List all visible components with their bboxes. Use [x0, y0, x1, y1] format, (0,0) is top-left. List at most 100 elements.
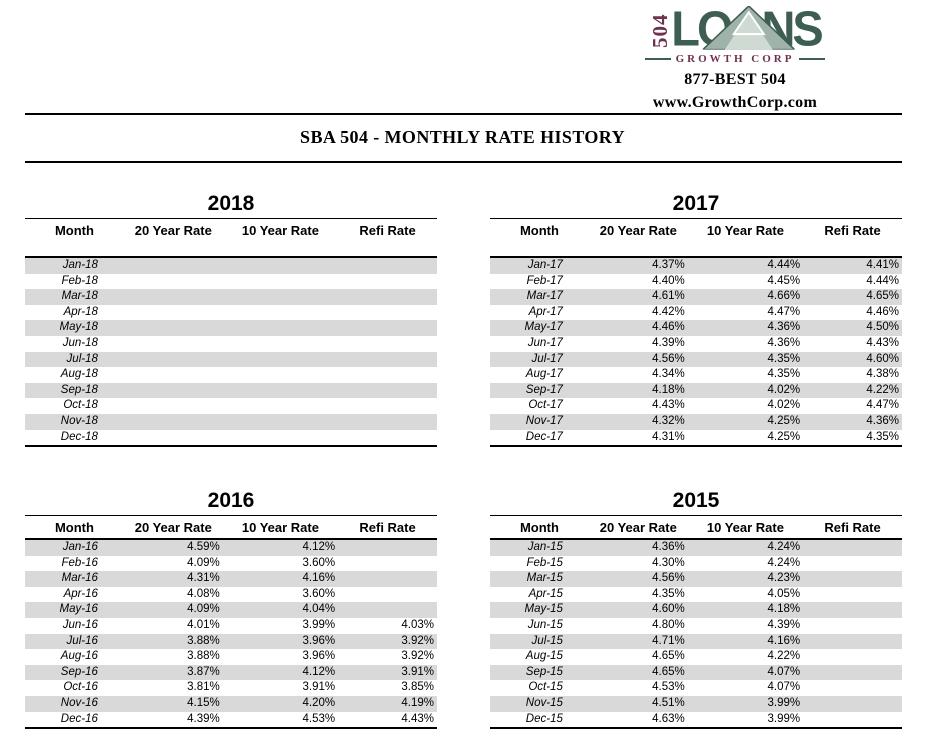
rate-cell: 3.88%	[187, 634, 220, 647]
table-body: Jan-16 4.59% 4.12% Feb-16 4.09% 3.60% Mar-16 4.…	[25, 539, 437, 728]
year-title: 2015	[490, 489, 902, 516]
rate-cell	[803, 634, 902, 650]
col-header-20yr: 20 Year Rate	[123, 219, 223, 258]
rate-cell: 4.31%	[187, 572, 220, 585]
rate-cell	[124, 336, 223, 352]
rate-cell: 4.50%	[866, 321, 899, 334]
month-cell: Sep-15	[525, 665, 563, 678]
year-title: 2018	[25, 192, 437, 219]
rate-cell: 4.32%	[652, 414, 685, 427]
table-row: May-15 4.60% 4.18%	[490, 602, 902, 618]
rate-cell	[803, 587, 902, 603]
table-row: Aug-18	[25, 367, 437, 383]
rate-cell	[223, 383, 338, 399]
rate-cell	[803, 602, 902, 618]
month-cell: Jul-15	[531, 634, 563, 647]
phone-number: 877-BEST 504	[684, 71, 786, 88]
table-row: Apr-17 4.42% 4.47% 4.46%	[490, 305, 902, 321]
logo-growth-corp-text: GROWTH CORP	[675, 53, 795, 65]
rate-cell: 4.65%	[866, 290, 899, 303]
rate-cell	[124, 414, 223, 430]
rate-cell	[223, 336, 338, 352]
month-cell: Oct-17	[528, 399, 563, 412]
rate-cell	[124, 289, 223, 305]
rate-cell: 4.16%	[767, 634, 801, 647]
rate-cell: 4.47%	[767, 305, 801, 318]
month-cell: Jan-17	[527, 259, 563, 271]
rate-cell: 3.60%	[302, 587, 336, 600]
month-cell: Mar-18	[61, 290, 98, 303]
rate-cell: 4.38%	[866, 368, 899, 381]
col-header-10yr: 10 Year Rate	[222, 516, 339, 540]
rate-cell	[338, 571, 437, 587]
logo: 504 LOANS	[575, 4, 895, 56]
rate-cell: 4.16%	[302, 572, 336, 585]
month-cell: Dec-18	[60, 430, 98, 443]
col-header-refi: Refi Rate	[338, 219, 437, 258]
page-title: SBA 504 - MONTHLY RATE HISTORY	[300, 127, 625, 147]
rate-cell	[338, 274, 437, 290]
rate-cell	[803, 618, 902, 634]
table-body: Jan-18 Feb-18 Mar-18 Apr-18 May-18 Jun-18 Jul-…	[25, 257, 437, 446]
rate-cell: 4.59%	[187, 541, 220, 553]
rate-cell	[338, 430, 437, 447]
rate-cell	[338, 383, 437, 399]
month-cell: Dec-16	[60, 712, 98, 725]
rate-cell: 3.60%	[302, 556, 336, 569]
rate-cell	[223, 398, 338, 414]
rate-cell	[803, 696, 902, 712]
rate-cell	[338, 352, 437, 368]
rate-cell: 4.46%	[652, 321, 685, 334]
rate-cell: 4.25%	[767, 430, 801, 443]
rate-cell: 4.45%	[767, 274, 801, 287]
rate-cell	[338, 587, 437, 603]
rate-cell: 4.08%	[187, 587, 220, 600]
rate-cell	[124, 383, 223, 399]
month-cell: Apr-16	[63, 587, 98, 600]
table-row: Apr-15 4.35% 4.05%	[490, 587, 902, 603]
table-row: Apr-16 4.08% 3.60%	[25, 587, 437, 603]
rate-cell: 4.24%	[767, 556, 801, 569]
rate-cell: 4.30%	[652, 556, 685, 569]
rate-cell: 4.56%	[652, 572, 685, 585]
table-row: Jun-18	[25, 336, 437, 352]
month-cell: Nov-16	[60, 696, 98, 709]
table-row: Oct-16 3.81% 3.91% 3.85%	[25, 680, 437, 696]
rate-cell: 4.46%	[866, 305, 899, 318]
rate-cell	[338, 398, 437, 414]
year-title: 2016	[25, 489, 437, 516]
rate-cell: 4.44%	[866, 274, 899, 287]
rate-cell: 4.65%	[652, 665, 685, 678]
table-body: Jan-17 4.37% 4.44% 4.41% Feb-17 4.40% 4.45% 4.4…	[490, 257, 902, 446]
month-cell: Mar-15	[526, 572, 563, 585]
rate-cell: 4.01%	[187, 618, 220, 631]
rate-cell	[803, 680, 902, 696]
rate-cell: 4.41%	[866, 259, 899, 271]
rate-cell: 4.65%	[652, 650, 685, 663]
rate-cell	[124, 398, 223, 414]
rate-cell: 4.07%	[767, 681, 801, 694]
rate-cell	[803, 712, 902, 729]
rate-cell: 3.92%	[401, 634, 434, 647]
rate-cell: 4.56%	[652, 352, 685, 365]
rate-cell: 3.92%	[401, 650, 434, 663]
top-divider	[25, 113, 902, 115]
table-row: Dec-17 4.31% 4.25% 4.35%	[490, 430, 902, 447]
rate-cell	[124, 305, 223, 321]
rate-cell	[803, 556, 902, 572]
table-row: Feb-15 4.30% 4.24%	[490, 556, 902, 572]
table-row: Jul-15 4.71% 4.16%	[490, 633, 902, 650]
month-cell: May-18	[59, 321, 98, 334]
rate-cell	[223, 352, 338, 368]
table-row: Jun-17 4.39% 4.36% 4.43%	[490, 336, 902, 352]
table-row: Jan-17 4.37% 4.44% 4.41%	[490, 257, 902, 274]
rates-table: Month 20 Year Rate 10 Year Rate Refi Rat…	[25, 219, 437, 448]
rate-cell: 4.22%	[866, 383, 899, 396]
col-header-10yr: 10 Year Rate	[687, 219, 804, 258]
rate-table-2017: 2017 Month 20 Year Rate 10 Year Rate Ref…	[490, 192, 902, 448]
rate-cell	[124, 367, 223, 383]
rate-cell	[338, 305, 437, 321]
month-cell: Feb-16	[61, 556, 98, 569]
rate-cell: 4.37%	[652, 259, 685, 271]
